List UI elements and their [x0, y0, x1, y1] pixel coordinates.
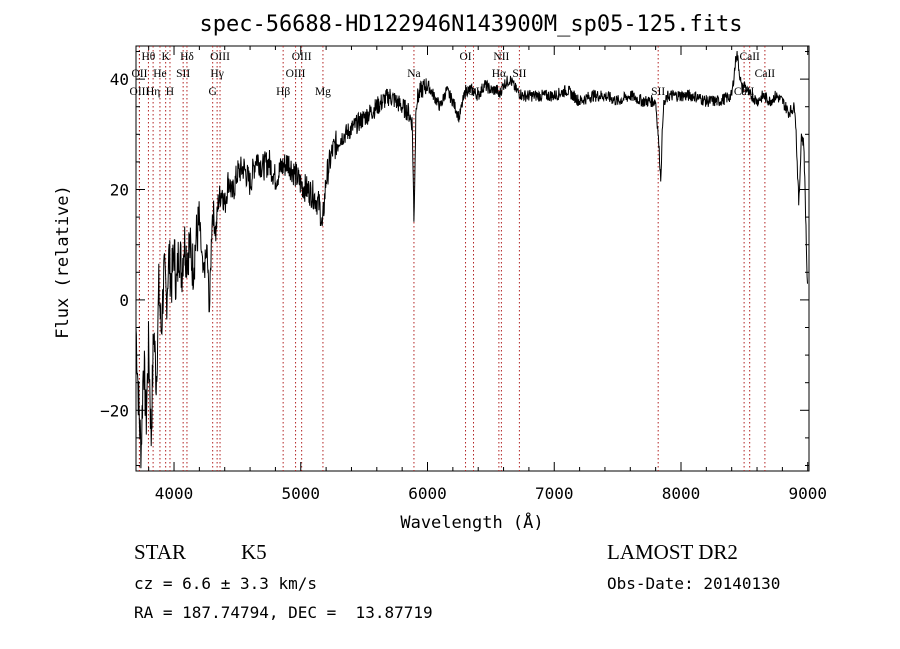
y-tick-label: 40 [110, 70, 129, 89]
x-axis-ticks: 4000 5000 6000 7000 8000 9000 [148, 46, 827, 503]
spectral-line-label: H [166, 86, 174, 98]
spectral-line-label: OIII [130, 86, 150, 98]
y-axis-label: Flux (relative) [53, 185, 73, 339]
spectral-line-label: He [153, 68, 166, 80]
spectral-line-label: SII [176, 68, 190, 80]
spectral-line-label: Hδ [180, 51, 194, 63]
x-tick-label: 6000 [408, 484, 447, 503]
observation-date: Obs-Date: 20140130 [607, 574, 781, 593]
spectral-line-label: OII [131, 68, 147, 80]
spectral-line-labels: Hθ OII OIII K Hδ He SII Hη H OIII Hγ G OIII OIII Hβ Mg N… [130, 51, 776, 98]
y-axis-ticks: −20 0 20 40 [100, 51, 809, 466]
x-tick-label: 5000 [281, 484, 320, 503]
spectral-line-label: Hβ [276, 86, 290, 98]
y-tick-label: −20 [100, 401, 129, 420]
spectral-line-label: OIII [292, 51, 312, 63]
spectral-line-label: SII [651, 86, 665, 98]
spectral-line-label: OIII [286, 68, 306, 80]
spectral-line-label: Hη [146, 86, 160, 98]
spectral-line-label: OI [459, 51, 471, 63]
spectral-line-label: K [162, 51, 171, 63]
spectrum-line [135, 50, 808, 469]
object-subclass: K5 [241, 540, 267, 564]
x-tick-label: 8000 [662, 484, 701, 503]
spectral-line-label: Mg [315, 86, 331, 98]
spectral-line-label: Na [407, 68, 420, 80]
spectral-line-label: Hγ [210, 68, 223, 80]
x-tick-label: 7000 [535, 484, 574, 503]
y-tick-label: 0 [119, 291, 129, 310]
coordinates: RA = 187.74794, DEC = 13.87719 [134, 603, 433, 622]
chart-title: spec-56688-HD122946N143900M_sp05-125.fit… [199, 12, 742, 37]
spectral-line-markers [138, 46, 766, 471]
x-tick-label: 4000 [155, 484, 194, 503]
redshift-value: cz = 6.6 ± 3.3 km/s [134, 574, 318, 593]
survey-name: LAMOST DR2 [607, 540, 738, 564]
spectral-line-label: CaII [755, 68, 776, 80]
spectral-line-label: G [209, 86, 217, 98]
y-tick-label: 20 [110, 181, 129, 200]
spectral-line-label: OIII [210, 51, 230, 63]
x-tick-label: 9000 [788, 484, 827, 503]
spectral-line-label: NII [493, 51, 509, 63]
spectral-line-label: Hθ [142, 51, 156, 63]
object-class: STAR [134, 540, 186, 564]
spectral-line-label: Hα [492, 68, 506, 80]
plot-frame [135, 45, 810, 472]
spectral-line-label: SII [512, 68, 526, 80]
x-axis-label: Wavelength (Å) [400, 511, 543, 533]
spectral-line-label: CaII [739, 51, 760, 63]
